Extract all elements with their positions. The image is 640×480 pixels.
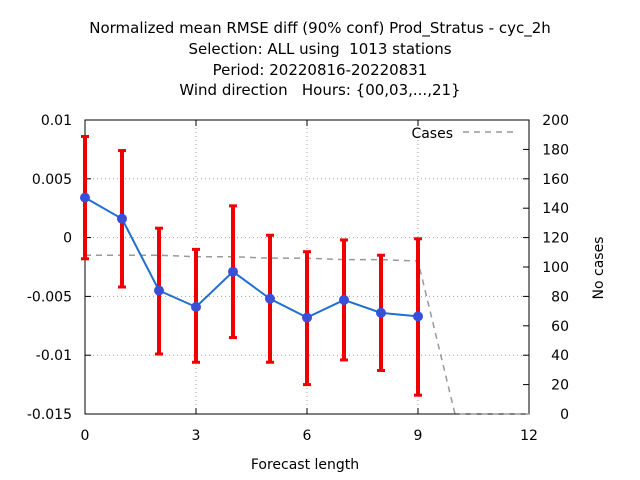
- y-tick-label: 0.005: [32, 172, 72, 188]
- mean-diff-line: [84, 196, 419, 319]
- data-point: [413, 311, 423, 322]
- x-axis-label: Forecast length: [251, 457, 359, 473]
- axes: 0.010.0050-0.005-0.01-0.0152001801601401…: [27, 113, 569, 444]
- y2-tick-label: 140: [542, 201, 569, 217]
- title-line-4: Wind direction Hours: {00,03,...,21}: [179, 81, 461, 99]
- y2-tick-label: 0: [560, 407, 569, 423]
- y2-tick-label: 120: [542, 231, 569, 247]
- data-point: [191, 301, 201, 312]
- x-tick-label: 6: [303, 428, 312, 444]
- y2-tick-label: 100: [542, 260, 569, 276]
- y2-tick-label: 60: [551, 319, 569, 335]
- y-tick-label: -0.005: [27, 289, 72, 305]
- y-tick-label: -0.01: [36, 348, 72, 364]
- y-tick-label: 0: [63, 231, 72, 247]
- title-line-2: Selection: ALL using 1013 stations: [188, 40, 452, 58]
- data-point: [154, 285, 164, 296]
- data-point: [228, 266, 238, 277]
- data-point: [117, 213, 127, 224]
- x-tick-label: 9: [414, 428, 423, 444]
- y2-axis-label: No cases: [591, 237, 607, 300]
- data-point: [80, 192, 90, 203]
- x-tick-label: 12: [520, 428, 538, 444]
- y2-tick-label: 180: [542, 142, 569, 158]
- y-tick-label: -0.015: [27, 407, 72, 423]
- data-point: [302, 312, 312, 323]
- y2-tick-label: 160: [542, 172, 569, 188]
- x-tick-label: 3: [192, 428, 201, 444]
- x-tick-label: 0: [81, 428, 90, 444]
- y2-tick-label: 200: [542, 113, 569, 129]
- y2-tick-label: 40: [551, 348, 569, 364]
- data-point: [265, 293, 275, 304]
- y-tick-label: 0.01: [41, 113, 72, 129]
- title-line-1: Normalized mean RMSE diff (90% conf) Pro…: [89, 19, 551, 37]
- data-point: [339, 294, 349, 305]
- y2-tick-label: 80: [551, 289, 569, 305]
- title-line-3: Period: 20220816-20220831: [212, 61, 428, 79]
- legend-label-cases: Cases: [411, 126, 453, 142]
- series-layer: [80, 134, 529, 415]
- legend: Cases: [411, 126, 514, 142]
- y2-tick-label: 20: [551, 378, 569, 394]
- data-point: [376, 307, 386, 318]
